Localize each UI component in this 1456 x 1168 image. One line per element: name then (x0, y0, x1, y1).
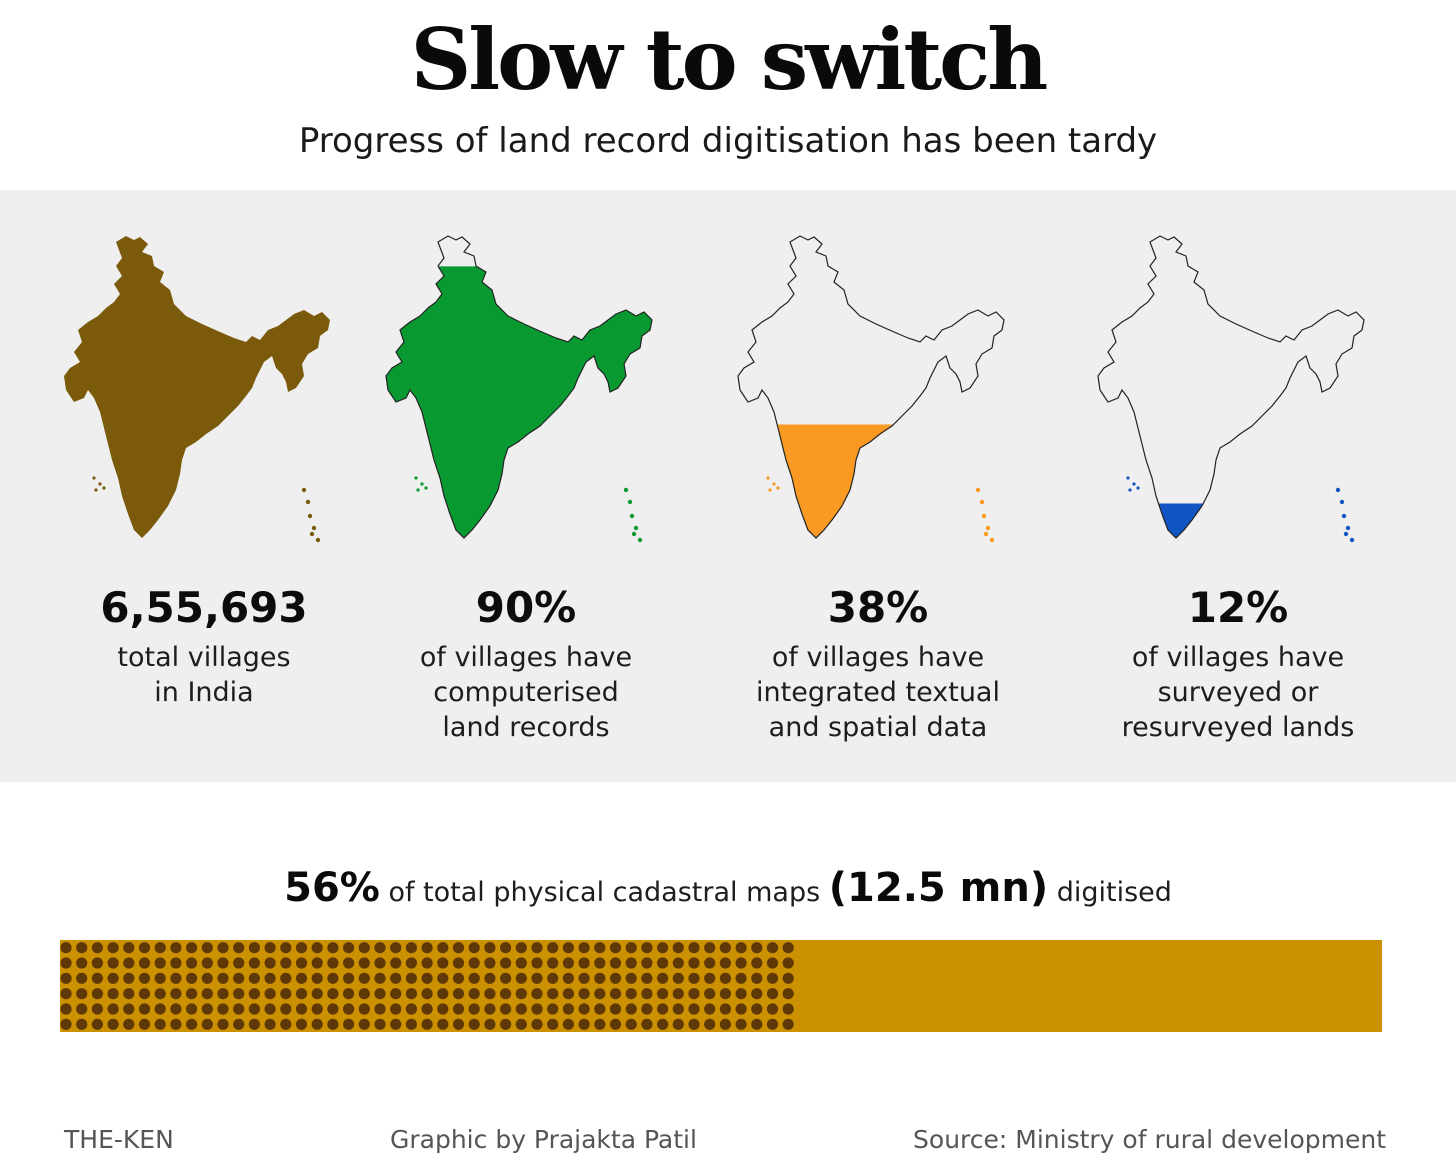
island-mark (92, 476, 96, 480)
island-mark (1126, 476, 1130, 480)
island-mark (98, 482, 102, 486)
stat-value: 6,55,693 (100, 583, 308, 632)
island-mark (981, 513, 987, 519)
island-mark (629, 513, 635, 519)
bar-total-label: (12.5 mn) (828, 865, 1049, 911)
map-outline-2 (737, 235, 1005, 539)
island-mark (776, 486, 780, 490)
source-label: Source: Ministry of rural development (913, 1125, 1386, 1154)
india-map-total (64, 236, 330, 543)
island-mark (979, 499, 985, 505)
map-fill-0 (64, 236, 330, 538)
stat-description: of villages have surveyed or resurveyed … (1121, 642, 1355, 743)
island-mark (989, 537, 995, 543)
chart-title: Slow to switch (410, 10, 1049, 109)
stat-description: of villages have integrated textual and … (756, 642, 1000, 743)
map-outline-1 (385, 235, 653, 539)
island-mark (301, 487, 307, 493)
stat-value: 38% (827, 583, 929, 632)
brand-label: THE-KEN (64, 1125, 174, 1154)
island-mark (311, 525, 317, 531)
island-mark (305, 499, 311, 505)
bar-text-before: of total physical cadastral maps (388, 877, 821, 908)
chart-subtitle: Progress of land record digitisation has… (298, 121, 1158, 161)
india-map-integrated (737, 235, 1005, 543)
map-card-total-villages: 6,55,693 total villages in India (24, 190, 384, 782)
island-mark (1339, 499, 1345, 505)
island-mark (1132, 482, 1136, 486)
island-mark (1345, 525, 1351, 531)
map-panel: 6,55,693 total villages in India 90% of … (0, 190, 1456, 782)
island-mark (975, 487, 981, 493)
island-mark (1343, 531, 1349, 537)
credit-label: Graphic by Prajakta Patil (390, 1125, 697, 1154)
bar-caption: 56% of total physical cadastral maps (12… (0, 858, 1456, 923)
map-outline-3 (1097, 235, 1365, 539)
stat-description: of villages have computerised land recor… (419, 642, 633, 743)
island-mark (637, 537, 643, 543)
bar-track (60, 940, 1382, 1032)
island-mark (985, 525, 991, 531)
island-mark (1341, 513, 1347, 519)
island-mark (1335, 487, 1341, 493)
stat-description: total villages in India (117, 642, 291, 708)
island-mark (633, 525, 639, 531)
bar-value-label: 56% (284, 865, 380, 911)
india-map-surveyed (1097, 235, 1365, 543)
island-mark (102, 486, 106, 490)
stat-value: 12% (1187, 583, 1289, 632)
island-mark (1349, 537, 1355, 543)
island-mark (772, 482, 776, 486)
island-mark (768, 488, 772, 492)
island-mark (315, 537, 321, 543)
island-mark (1128, 488, 1132, 492)
island-mark (424, 486, 428, 490)
map-fill-3 (1158, 503, 1204, 538)
island-mark (94, 488, 98, 492)
stat-value: 90% (475, 583, 577, 632)
island-mark (309, 531, 315, 537)
island-mark (414, 476, 418, 480)
map-fill-1 (386, 266, 652, 538)
island-mark (983, 531, 989, 537)
island-mark (766, 476, 770, 480)
island-mark (1136, 486, 1140, 490)
progress-bar-chart (60, 940, 1382, 1032)
island-mark (623, 487, 629, 493)
island-mark (416, 488, 420, 492)
island-mark (627, 499, 633, 505)
map-card-computerised: 90% of villages have computerised land r… (346, 190, 706, 782)
india-map-computerised (385, 235, 653, 543)
bar-digitised-dots (60, 942, 794, 1030)
bar-text-after: digitised (1056, 877, 1172, 908)
island-mark (631, 531, 637, 537)
map-card-surveyed: 12% of villages have surveyed or resurve… (1058, 190, 1418, 782)
map-fill-2 (777, 424, 894, 538)
map-card-integrated: 38% of villages have integrated textual … (698, 190, 1058, 782)
island-mark (420, 482, 424, 486)
island-mark (307, 513, 313, 519)
